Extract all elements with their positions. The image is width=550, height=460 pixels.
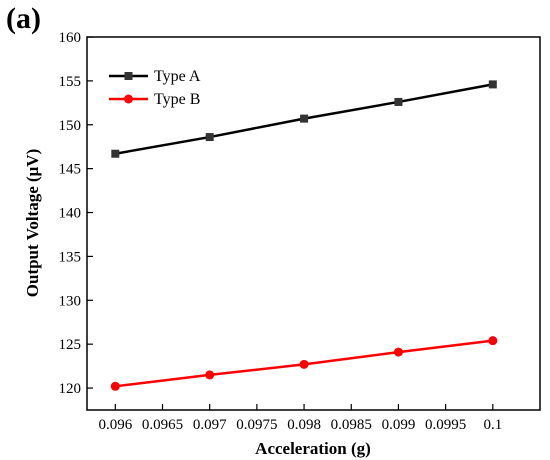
legend-entry: Type A	[109, 68, 201, 85]
x-tick-label: 0.0975	[236, 417, 277, 433]
panel-label: (a)	[6, 2, 41, 35]
y-tick-label: 140	[59, 206, 82, 222]
x-tick-label: 0.099	[382, 417, 416, 433]
x-tick-label: 0.0985	[331, 417, 372, 433]
data-point	[393, 347, 403, 357]
series-type-a	[111, 80, 497, 158]
y-tick-label: 150	[59, 118, 82, 134]
data-point	[205, 133, 214, 142]
data-point	[488, 80, 497, 89]
data-point	[111, 149, 120, 158]
x-tick-label: 0.096	[98, 417, 132, 433]
y-axis-title: Output Voltage (μV)	[23, 149, 42, 297]
legend-label: Type B	[154, 91, 200, 108]
y-tick-label: 135	[59, 249, 82, 265]
plot-frame	[86, 36, 541, 411]
x-tick-label: 0.1	[483, 417, 502, 433]
x-tick-label: 0.097	[193, 417, 227, 433]
data-point	[394, 97, 403, 106]
data-point	[110, 381, 120, 391]
data-point	[299, 359, 309, 369]
data-point	[300, 114, 309, 123]
legend-marker	[124, 72, 133, 80]
x-tick-label: 0.0995	[425, 417, 466, 433]
y-tick-label: 145	[59, 162, 82, 178]
y-tick-label: 155	[59, 74, 82, 90]
legend-label: Type A	[154, 68, 201, 85]
data-point	[488, 336, 498, 346]
x-axis-title: Acceleration (g)	[255, 439, 371, 458]
y-tick-label: 125	[59, 337, 82, 353]
legend-marker	[124, 94, 133, 104]
series-type-b	[110, 336, 498, 391]
y-tick-label: 130	[59, 293, 82, 309]
x-tick-label: 0.098	[287, 417, 321, 433]
y-tick-label: 160	[59, 30, 82, 46]
x-tick-label: 0.0965	[142, 417, 183, 433]
y-tick-label: 120	[59, 381, 82, 397]
data-point	[205, 370, 215, 380]
legend-entry: Type B	[109, 91, 200, 108]
